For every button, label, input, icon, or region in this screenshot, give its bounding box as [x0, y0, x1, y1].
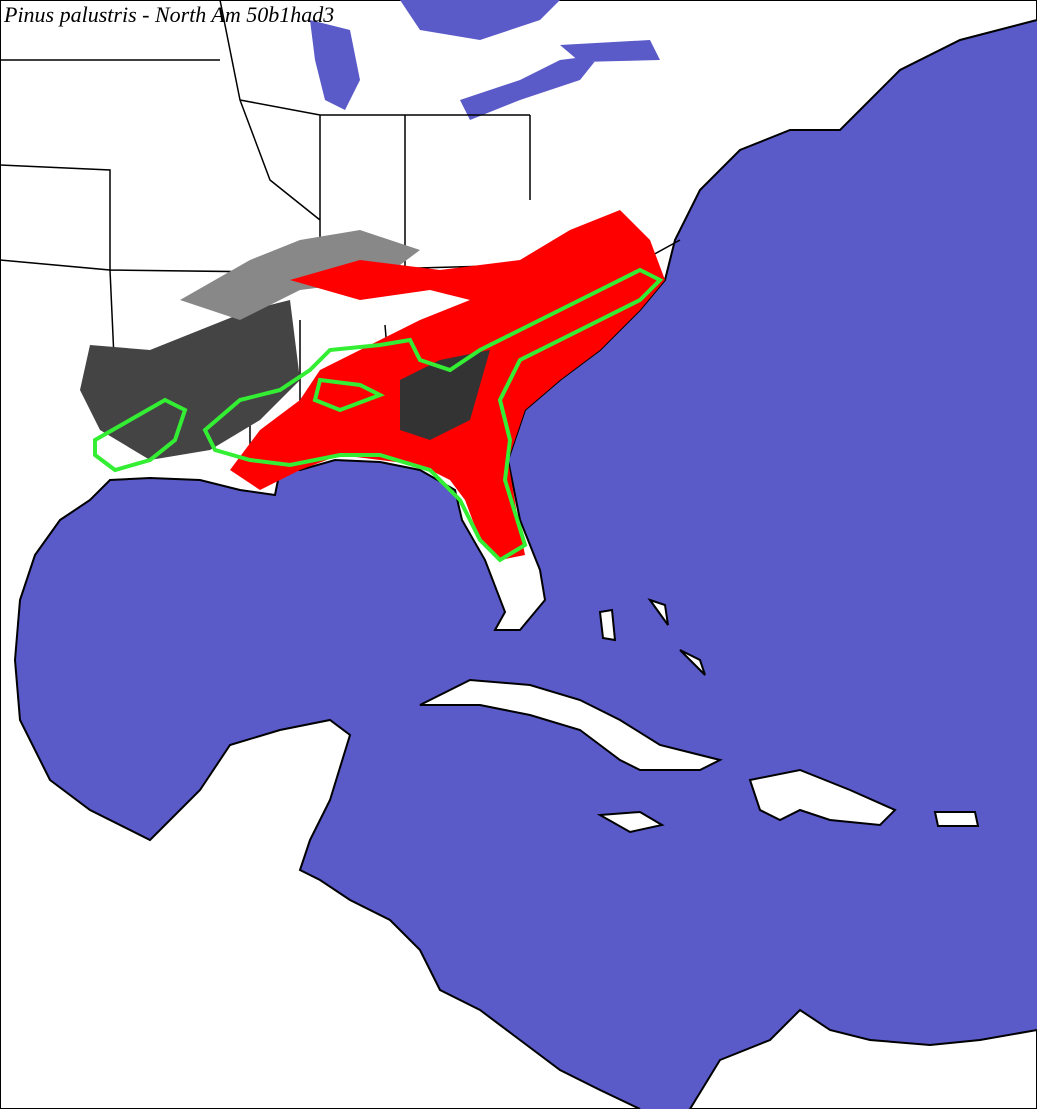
great-lakes: [310, 0, 660, 120]
bahamas: [598, 598, 706, 676]
puerto-rico: [933, 811, 980, 827]
map-title: Pinus palustris - North Am 50b1had3: [3, 2, 334, 27]
jamaica: [596, 810, 665, 834]
hispaniola: [748, 768, 897, 827]
gray-region: [80, 300, 300, 460]
native-range: [93, 267, 664, 563]
light-gray-region: [180, 230, 420, 320]
south-america: [688, 1008, 1037, 1109]
cuba: [419, 678, 723, 771]
dark-region: [400, 350, 490, 440]
